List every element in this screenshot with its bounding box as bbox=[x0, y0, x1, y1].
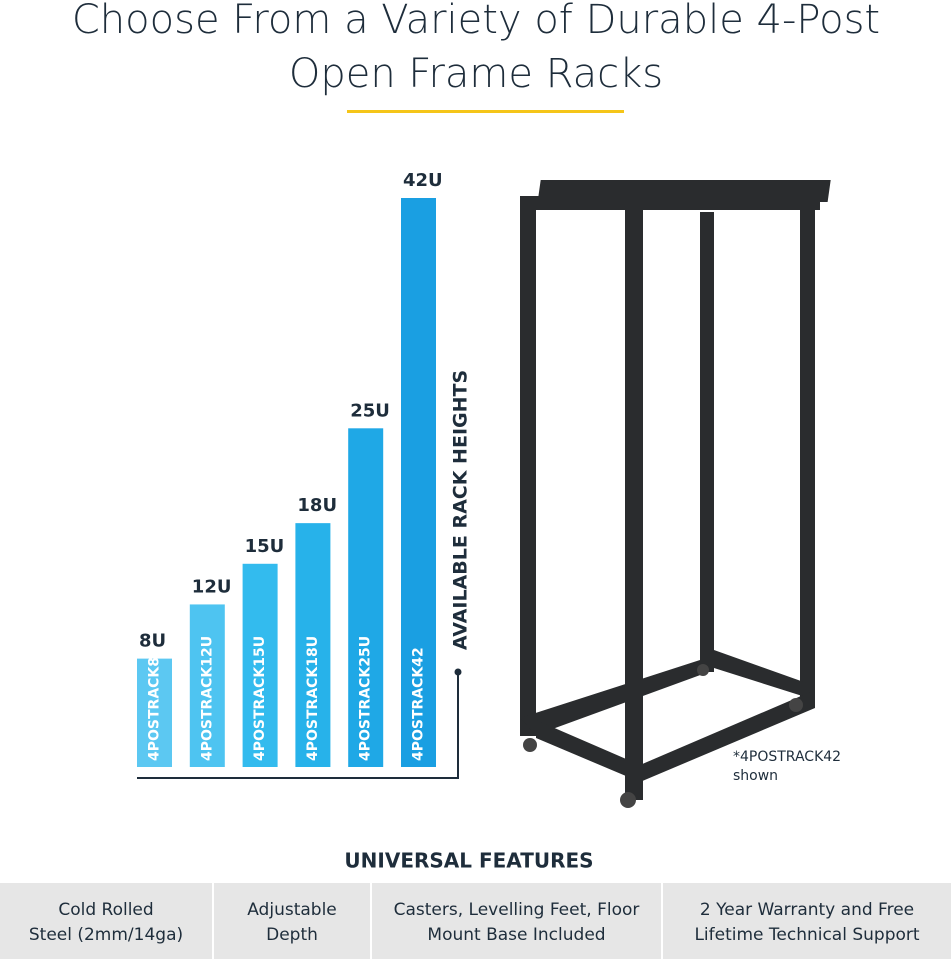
bar-category: 4POSTRACK18U bbox=[305, 636, 321, 761]
cell-divider bbox=[661, 883, 663, 959]
feature-text: Mount Base Included bbox=[427, 925, 605, 945]
feature-text: Depth bbox=[266, 925, 318, 945]
title-line: Choose From a Variety of Durable 4-Post bbox=[72, 0, 880, 43]
title-line: Open Frame Racks bbox=[289, 51, 663, 97]
value-label: 12U bbox=[192, 576, 232, 597]
axis-label: AVAILABLE RACK HEIGHTS bbox=[450, 370, 472, 650]
bar bbox=[295, 523, 331, 767]
feature-text: 2 Year Warranty and Free bbox=[700, 900, 914, 920]
bar-category: 4POSTRACK12U bbox=[199, 636, 215, 761]
bar bbox=[401, 198, 436, 767]
features-bar bbox=[0, 883, 951, 959]
feature-text: Steel (2mm/14ga) bbox=[29, 925, 183, 945]
image-note: shown bbox=[733, 768, 778, 784]
feature-text: Cold Rolled bbox=[58, 900, 153, 920]
value-label: 15U bbox=[245, 536, 285, 557]
title-underline bbox=[347, 110, 624, 113]
value-label: 18U bbox=[297, 495, 337, 516]
image-note: *4POSTRACK42 bbox=[733, 749, 841, 765]
cell-divider bbox=[370, 883, 372, 959]
axis-line bbox=[137, 672, 459, 779]
value-label: 42U bbox=[403, 170, 443, 191]
feature-text: Adjustable bbox=[247, 900, 337, 920]
rack-image bbox=[520, 180, 831, 808]
features-title: UNIVERSAL FEATURES bbox=[344, 849, 593, 873]
value-label: 8U bbox=[139, 631, 166, 652]
bar bbox=[348, 428, 384, 767]
cell-divider bbox=[212, 883, 214, 959]
feature-text: Casters, Levelling Feet, Floor bbox=[394, 900, 640, 920]
value-label: 25U bbox=[350, 400, 390, 421]
bar bbox=[189, 604, 225, 767]
feature-text: Lifetime Technical Support bbox=[694, 925, 919, 945]
bar-category: 4POSTRACK42 bbox=[411, 647, 427, 761]
bar-category: 4POSTRACK15U bbox=[252, 636, 268, 761]
bar bbox=[242, 563, 278, 767]
bar-category: 4POSTRACK8U bbox=[147, 646, 163, 761]
bar-category: 4POSTRACK25U bbox=[358, 636, 374, 761]
axis-dot bbox=[454, 668, 462, 676]
bar bbox=[137, 658, 172, 767]
